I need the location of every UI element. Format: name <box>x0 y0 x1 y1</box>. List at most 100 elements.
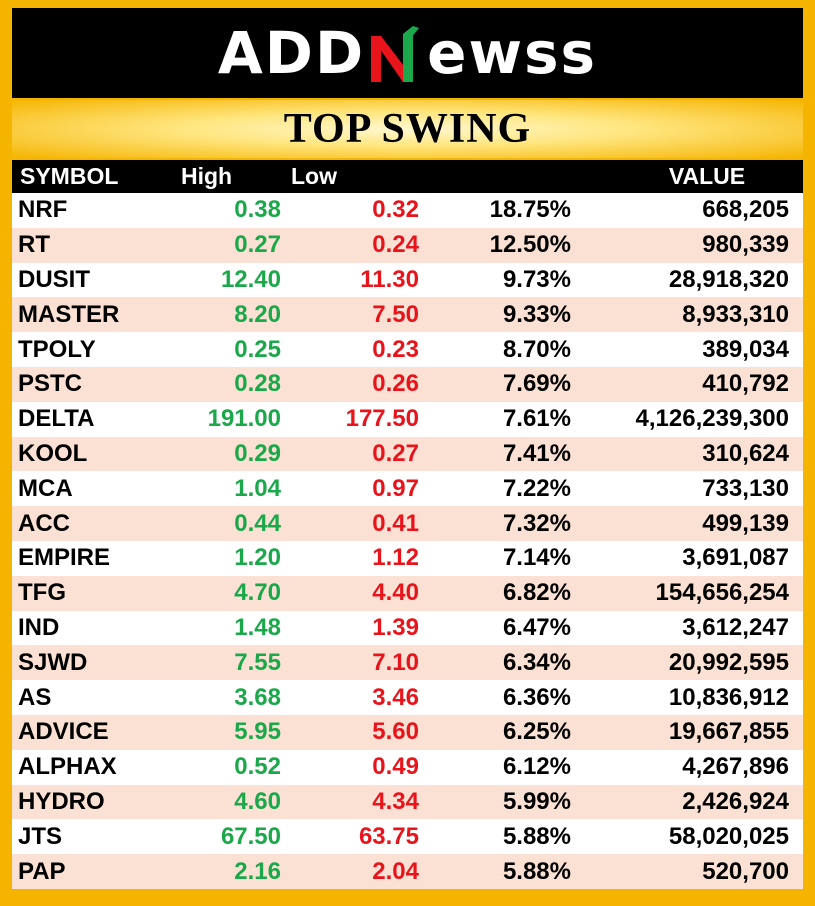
cell-value: 733,130 <box>571 471 803 507</box>
table-row: MCA 1.04 0.97 7.22% 733,130 <box>12 471 803 507</box>
cell-high: 2.16 <box>165 854 281 889</box>
cell-high: 191.00 <box>165 401 281 437</box>
cell-low: 7.50 <box>281 297 419 333</box>
cell-change: 6.34% <box>419 645 571 681</box>
logo-text-right: ewss <box>427 19 598 87</box>
cell-high: 1.48 <box>165 610 281 646</box>
table-header-row: SYMBOL High Low VALUE <box>12 160 803 193</box>
cell-change: 7.61% <box>419 401 571 437</box>
cell-value: 2,426,924 <box>571 784 803 820</box>
header-low: Low <box>281 160 419 193</box>
cell-low: 4.34 <box>281 784 419 820</box>
cell-value: 4,267,896 <box>571 749 803 785</box>
cell-low: 0.41 <box>281 506 419 541</box>
cell-change: 6.25% <box>419 714 571 750</box>
cell-low: 0.23 <box>281 332 419 367</box>
cell-change: 6.47% <box>419 610 571 646</box>
cell-change: 7.14% <box>419 540 571 576</box>
table-row: RT 0.27 0.24 12.50% 980,339 <box>12 227 803 263</box>
cell-high: 4.70 <box>165 575 281 611</box>
cell-symbol: TFG <box>12 575 165 611</box>
cell-low: 0.26 <box>281 366 419 402</box>
cell-high: 1.20 <box>165 540 281 576</box>
swing-table: SYMBOL High Low VALUE NRF 0.38 0.32 18.75% 6… <box>12 160 803 889</box>
cell-change: 8.70% <box>419 332 571 367</box>
cell-symbol: AS <box>12 680 165 715</box>
cell-value: 410,792 <box>571 366 803 402</box>
cell-low: 63.75 <box>281 819 419 855</box>
cell-symbol: RT <box>12 227 165 263</box>
cell-symbol: ADVICE <box>12 714 165 750</box>
cell-high: 0.38 <box>165 193 281 228</box>
cell-high: 0.27 <box>165 227 281 263</box>
cell-value: 389,034 <box>571 332 803 367</box>
cell-low: 177.50 <box>281 401 419 437</box>
cell-low: 0.27 <box>281 436 419 472</box>
cell-high: 67.50 <box>165 819 281 855</box>
cell-change: 6.12% <box>419 749 571 785</box>
n-mark-icon <box>371 26 420 82</box>
table-row: HYDRO 4.60 4.34 5.99% 2,426,924 <box>12 784 803 820</box>
cell-high: 8.20 <box>165 297 281 333</box>
cell-low: 1.39 <box>281 610 419 646</box>
cell-symbol: MASTER <box>12 297 165 333</box>
table-row: KOOL 0.29 0.27 7.41% 310,624 <box>12 436 803 472</box>
cell-high: 4.60 <box>165 784 281 820</box>
table-row: ACC 0.44 0.41 7.32% 499,139 <box>12 506 803 541</box>
cell-low: 4.40 <box>281 575 419 611</box>
cell-symbol: PSTC <box>12 366 165 402</box>
cell-symbol: ALPHAX <box>12 749 165 785</box>
cell-change: 9.73% <box>419 262 571 298</box>
table-row: SJWD 7.55 7.10 6.34% 20,992,595 <box>12 645 803 681</box>
cell-high: 0.44 <box>165 506 281 541</box>
table-row: DUSIT 12.40 11.30 9.73% 28,918,320 <box>12 262 803 298</box>
cell-value: 3,612,247 <box>571 610 803 646</box>
cell-high: 7.55 <box>165 645 281 681</box>
cell-low: 2.04 <box>281 854 419 889</box>
cell-symbol: MCA <box>12 471 165 507</box>
cell-change: 7.69% <box>419 366 571 402</box>
cell-value: 58,020,025 <box>571 819 803 855</box>
cell-high: 0.52 <box>165 749 281 785</box>
cell-high: 12.40 <box>165 262 281 298</box>
cell-change: 18.75% <box>419 193 571 228</box>
cell-low: 7.10 <box>281 645 419 681</box>
table-row: PAP 2.16 2.04 5.88% 520,700 <box>12 854 803 889</box>
table-row: DELTA 191.00 177.50 7.61% 4,126,239,300 <box>12 401 803 437</box>
cell-symbol: JTS <box>12 819 165 855</box>
cell-value: 668,205 <box>571 193 803 228</box>
header-change <box>419 160 571 193</box>
cell-low: 3.46 <box>281 680 419 715</box>
cell-change: 9.33% <box>419 297 571 333</box>
cell-symbol: KOOL <box>12 436 165 472</box>
cell-value: 20,992,595 <box>571 645 803 681</box>
cell-value: 4,126,239,300 <box>571 401 803 437</box>
cell-change: 5.88% <box>419 854 571 889</box>
cell-high: 0.28 <box>165 366 281 402</box>
cell-symbol: EMPIRE <box>12 540 165 576</box>
table-row: ADVICE 5.95 5.60 6.25% 19,667,855 <box>12 714 803 750</box>
cell-symbol: DELTA <box>12 401 165 437</box>
table-row: TPOLY 0.25 0.23 8.70% 389,034 <box>12 332 803 367</box>
table-row: AS 3.68 3.46 6.36% 10,836,912 <box>12 680 803 715</box>
cell-symbol: SJWD <box>12 645 165 681</box>
title-banner: TOP SWING <box>12 100 803 158</box>
brand-header: ADD ewss <box>12 8 803 98</box>
cell-value: 499,139 <box>571 506 803 541</box>
cell-value: 10,836,912 <box>571 680 803 715</box>
table-row: EMPIRE 1.20 1.12 7.14% 3,691,087 <box>12 540 803 576</box>
cell-value: 8,933,310 <box>571 297 803 333</box>
cell-high: 0.29 <box>165 436 281 472</box>
cell-change: 5.88% <box>419 819 571 855</box>
logo-text-left: ADD <box>217 19 366 87</box>
header-symbol: SYMBOL <box>12 160 165 193</box>
cell-symbol: DUSIT <box>12 262 165 298</box>
cell-high: 0.25 <box>165 332 281 367</box>
table-row: IND 1.48 1.39 6.47% 3,612,247 <box>12 610 803 646</box>
page-title: TOP SWING <box>283 106 532 152</box>
header-value: VALUE <box>571 160 803 193</box>
cell-value: 520,700 <box>571 854 803 889</box>
cell-low: 0.24 <box>281 227 419 263</box>
cell-value: 980,339 <box>571 227 803 263</box>
